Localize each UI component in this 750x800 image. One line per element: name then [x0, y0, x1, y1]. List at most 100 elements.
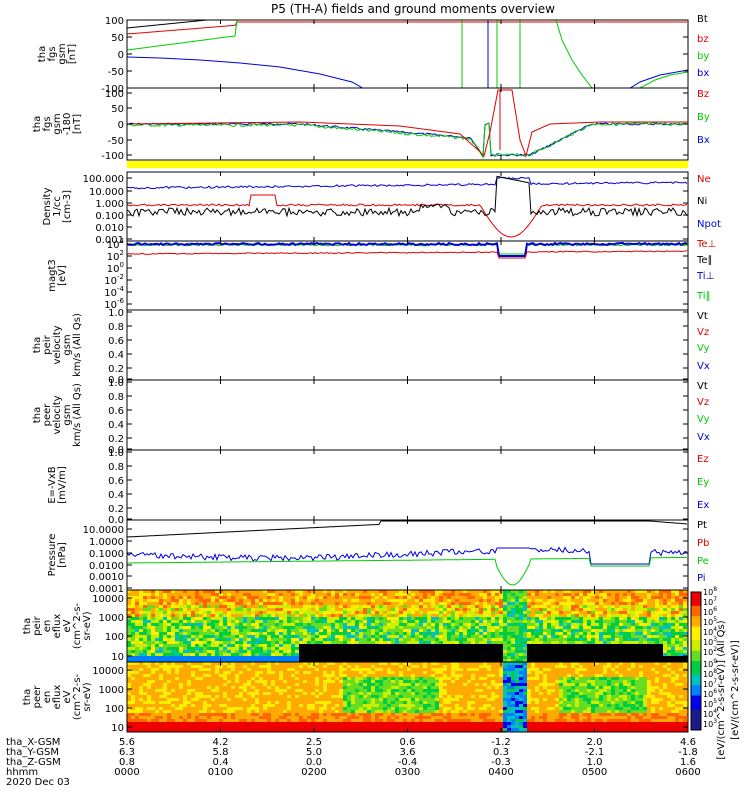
- peer-spectrogram: [127, 662, 688, 732]
- ylabel-peer_en_eflux: (cm^2-s-: [72, 673, 83, 720]
- xaxis-col-x: -1.2: [491, 737, 511, 748]
- ytick-label: 10000: [92, 666, 124, 677]
- colorbar-label: [eV/(cm^2-s-sr-eV)]: [730, 640, 741, 740]
- ytick-label: 0.6: [108, 406, 124, 417]
- xaxis-col-z: 0.0: [306, 757, 322, 768]
- legend-By: By: [697, 112, 710, 123]
- ytick-label: 1.000: [95, 199, 124, 210]
- bx-detrend-series: [127, 122, 688, 157]
- xaxis-col-y: -2.1: [585, 747, 605, 758]
- xaxis-row-label: tha_X-GSM: [6, 737, 60, 748]
- ylabel-peir_velocity: km/s (All Qs): [72, 313, 83, 377]
- plot-title: P5 (TH-A) fields and ground moments over…: [271, 2, 555, 16]
- legend-Ex: Ex: [697, 500, 709, 511]
- ylabel-peer_en_eflux: peer: [32, 685, 43, 709]
- ylabel-peer_en_eflux: en: [42, 691, 53, 704]
- ytick-label: 0.8: [108, 392, 124, 403]
- xaxis-col-y: 0.3: [493, 747, 509, 758]
- legend-Ni: Ni: [697, 196, 707, 207]
- ylabel-peer_en_eflux: eV: [62, 690, 73, 703]
- ylabel-peir_velocity: velocity: [52, 325, 63, 364]
- xaxis-col-z: 0.4: [213, 757, 229, 768]
- ytick-label: 0.1000: [89, 549, 124, 560]
- xaxis-col-x: 4.2: [213, 737, 229, 748]
- legend-Vx: Vx: [697, 432, 710, 443]
- legend-Vt: Vt: [697, 381, 708, 392]
- colorbar-label: [eV/(cm^2-s-sr-eV)] (All Qs): [716, 620, 727, 759]
- legend-by: by: [697, 51, 709, 62]
- legend-Bx: Bx: [697, 135, 710, 146]
- colorbar-tick: 108: [703, 586, 717, 597]
- legend-Npot: Npot: [697, 219, 721, 230]
- legend-bx: bx: [697, 68, 709, 79]
- ylabel-fgs_gsm_detrend: [nT]: [72, 114, 83, 134]
- legend-Vy: Vy: [697, 414, 710, 425]
- xaxis-col-z: 1.0: [587, 757, 603, 768]
- panel-frame-peer_velocity: [126, 379, 689, 451]
- colorbar-tick: 107: [703, 678, 717, 689]
- ytick-label: 0.0: [108, 375, 124, 386]
- pi-series: [127, 546, 688, 565]
- ytick-label: 1.0: [108, 378, 124, 389]
- bx-series: [127, 56, 364, 88]
- ytick-label: 0: [118, 50, 124, 61]
- legend-Vt: Vt: [697, 311, 708, 322]
- legend-Vz: Vz: [697, 327, 709, 338]
- pe-series: [127, 556, 687, 586]
- panel-frame-density: [126, 171, 689, 242]
- ni-series: [127, 175, 688, 218]
- legend-Ey: Ey: [697, 477, 709, 488]
- xaxis-col-x: 0.6: [400, 737, 416, 748]
- ylabel-fgs_gsm_detrend: -180: [62, 113, 73, 136]
- legend-Bz: Bz: [697, 89, 709, 100]
- bz-detrend-series: [127, 89, 688, 158]
- ytick-label: 0.2: [108, 434, 124, 445]
- colorbar-tick: 103: [703, 718, 717, 729]
- ylabel-peer_velocity: tha: [32, 407, 43, 423]
- xaxis-col-t: 0100: [208, 767, 233, 778]
- legend-Pt: Pt: [697, 520, 707, 531]
- ytick-label: 1000: [99, 685, 124, 696]
- ytick-label: -50: [108, 67, 124, 78]
- spectrogram-colorbar: [690, 591, 702, 731]
- ylabel-density: [cm-3]: [62, 190, 73, 223]
- ytick-label: 50: [111, 104, 124, 115]
- ylabel-peir_en_eflux: sr-eV): [82, 611, 93, 640]
- ylabel-density: 1/cc: [52, 196, 63, 217]
- ytick-label: 10: [111, 652, 124, 663]
- colorbar-tick: 102: [703, 646, 717, 657]
- xaxis-col-x: 2.0: [587, 737, 603, 748]
- ylabel-fgs_gsm: fgs: [47, 46, 58, 61]
- ytick-label: 0.4: [108, 420, 124, 431]
- ti-par-series: [127, 243, 688, 255]
- colorbar-tick: 105: [703, 698, 717, 709]
- xaxis-col-z: 0.8: [119, 757, 135, 768]
- ytick-label: 1.0000: [89, 537, 124, 548]
- legend-Te∥: Te∥: [696, 255, 713, 266]
- ytick-label: 0.0100: [89, 561, 124, 572]
- ylabel-temperature: [eV]: [57, 265, 68, 286]
- xaxis-row-label: tha_Z-GSM: [6, 757, 61, 768]
- xaxis-row-label: hhmm: [6, 767, 38, 778]
- by-curve-right: [555, 20, 593, 88]
- ytick-label: 1.0: [108, 448, 124, 459]
- ytick-label: 0.2: [108, 504, 124, 515]
- ytick-label: 0.4: [108, 350, 124, 361]
- colorbar-tick: 109: [703, 658, 717, 669]
- ylabel-peir_en_eflux: en: [42, 620, 53, 633]
- ylabel-peer_en_eflux: sr-eV): [82, 682, 93, 711]
- ylabel-peer_velocity: km/s (All Qs): [72, 383, 83, 447]
- colorbar-tick: 106: [703, 606, 717, 617]
- ytick-label: 100: [105, 89, 124, 100]
- legend-Ez: Ez: [697, 454, 709, 465]
- xaxis-col-t: 0300: [395, 767, 420, 778]
- ylabel-temperature: magt3: [47, 259, 58, 292]
- ytick-label: 0.4: [108, 490, 124, 501]
- colorbar-tick: 105: [703, 616, 717, 627]
- xaxis-col-x: 2.5: [306, 737, 322, 748]
- ylabel-peer_en_eflux: eflux: [52, 685, 63, 710]
- npot-series: [127, 176, 688, 190]
- xaxis-col-x: 5.6: [119, 737, 135, 748]
- xaxis-col-y: 5.0: [306, 747, 322, 758]
